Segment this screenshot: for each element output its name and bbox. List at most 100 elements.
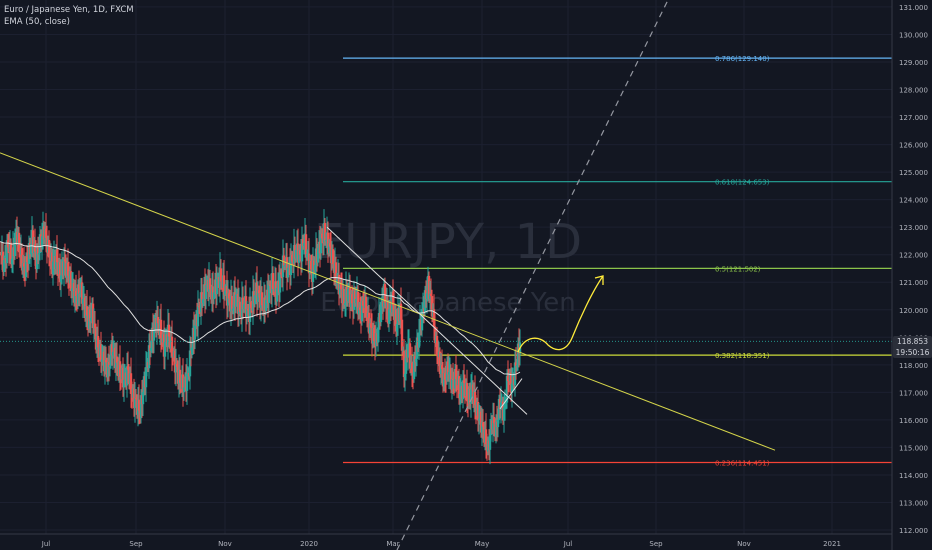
candle-body [294,250,298,259]
candle-body [245,308,249,318]
fib-level-label: 0.382(118.351) [715,352,770,360]
candle-body [298,250,302,255]
candle-body [193,325,197,340]
candle-body [9,242,13,265]
candle-body [353,290,357,303]
candle-body [44,228,48,238]
candle-body [121,367,125,388]
candle-body [69,271,73,292]
candle-body [253,295,257,304]
candle-body [311,260,315,282]
x-tick-label: Jul [563,540,573,548]
candle-body [507,381,511,383]
price-axis-labels: 112.000 113.000 114.000 115.000 116.000 117.0… [899,4,928,535]
y-tick-label: 128.000 [899,87,928,95]
candle-body [271,273,275,289]
candle-body [457,376,461,399]
candle-body [129,373,133,394]
candle-body [415,337,419,359]
candle-body [51,261,55,275]
candle-body [379,301,383,323]
candle-body [89,317,93,322]
candle-body [241,297,245,310]
candle-body [260,292,264,306]
candle-body [29,244,33,255]
candle-body [234,294,238,307]
candle-body [227,293,231,299]
candle-body [477,418,481,421]
candle-body [346,289,350,302]
candle-body [420,309,424,331]
candle-body [106,361,110,378]
candle-body [383,284,387,303]
candle-body [279,272,283,275]
candle-body [178,369,182,383]
fib-level-label: 0.618(124.653) [715,179,770,187]
candle-body [147,345,151,369]
candle-body [37,252,41,255]
candle-body [173,350,177,373]
candle-body [301,239,305,246]
candle-body [170,336,174,357]
candle-body [141,392,145,405]
candle-body [80,282,84,304]
y-tick-label: 120.000 [899,307,928,315]
watermark-symbol: EURJPY, 1D [314,214,582,270]
candle-body [257,290,261,294]
candle-body [242,304,246,310]
candle-body [24,256,28,278]
candle-body [484,429,488,445]
candle-body [36,247,40,255]
candle-body [163,342,167,357]
candle-body [66,263,70,276]
candle-body [76,284,80,305]
candle-body [96,336,100,348]
candle-body [394,309,398,332]
candle-body [268,284,272,286]
fib-level-label: 0.5(121.502) [715,265,761,273]
candle-body [22,263,26,267]
candle-body [20,248,24,271]
fibonacci-levels[interactable]: 0.786(129.140) 0.618(124.653) 0.5(121.502)… [343,55,892,468]
x-tick-label: 2020 [300,540,318,548]
candle-body [400,319,404,351]
candle-body [320,233,324,239]
y-tick-label: 123.000 [899,224,928,232]
candle-body [122,379,126,388]
candle-body [103,360,107,372]
candle-body [278,272,282,293]
candle-body [372,328,376,342]
y-tick-label: 129.000 [899,59,928,67]
candle-body [334,262,338,284]
candle-body [354,298,358,303]
candle-body [440,365,444,370]
candle-body [212,292,216,300]
candle-body [21,263,25,271]
candle-body [429,293,433,297]
candle-body [286,267,290,278]
grid [0,0,892,534]
x-tick-label: Sep [129,540,143,548]
price-axis[interactable] [892,0,932,550]
candle-body [368,323,372,334]
candle-body [461,380,465,400]
candle-body [458,393,462,399]
candle-body [339,282,343,289]
candle-body [367,312,371,334]
time-axis-labels[interactable]: Jul Sep Nov 2020 Mar May Jul Sep Nov 2021 [41,540,841,548]
candle-body [185,373,189,391]
candle-body [328,243,332,247]
y-tick-label: 114.000 [899,472,928,480]
candle-body [111,351,115,356]
candle-body [182,387,186,393]
candle-body [462,380,466,384]
x-tick-label: May [475,540,489,548]
channel-line [326,226,528,415]
candle-body [476,401,480,421]
candle-body [391,291,395,306]
candle-body [427,275,431,299]
candle-body [222,275,226,295]
candle-body [190,347,194,355]
current-price-tag: 118.853 19:50:16 [893,336,932,358]
